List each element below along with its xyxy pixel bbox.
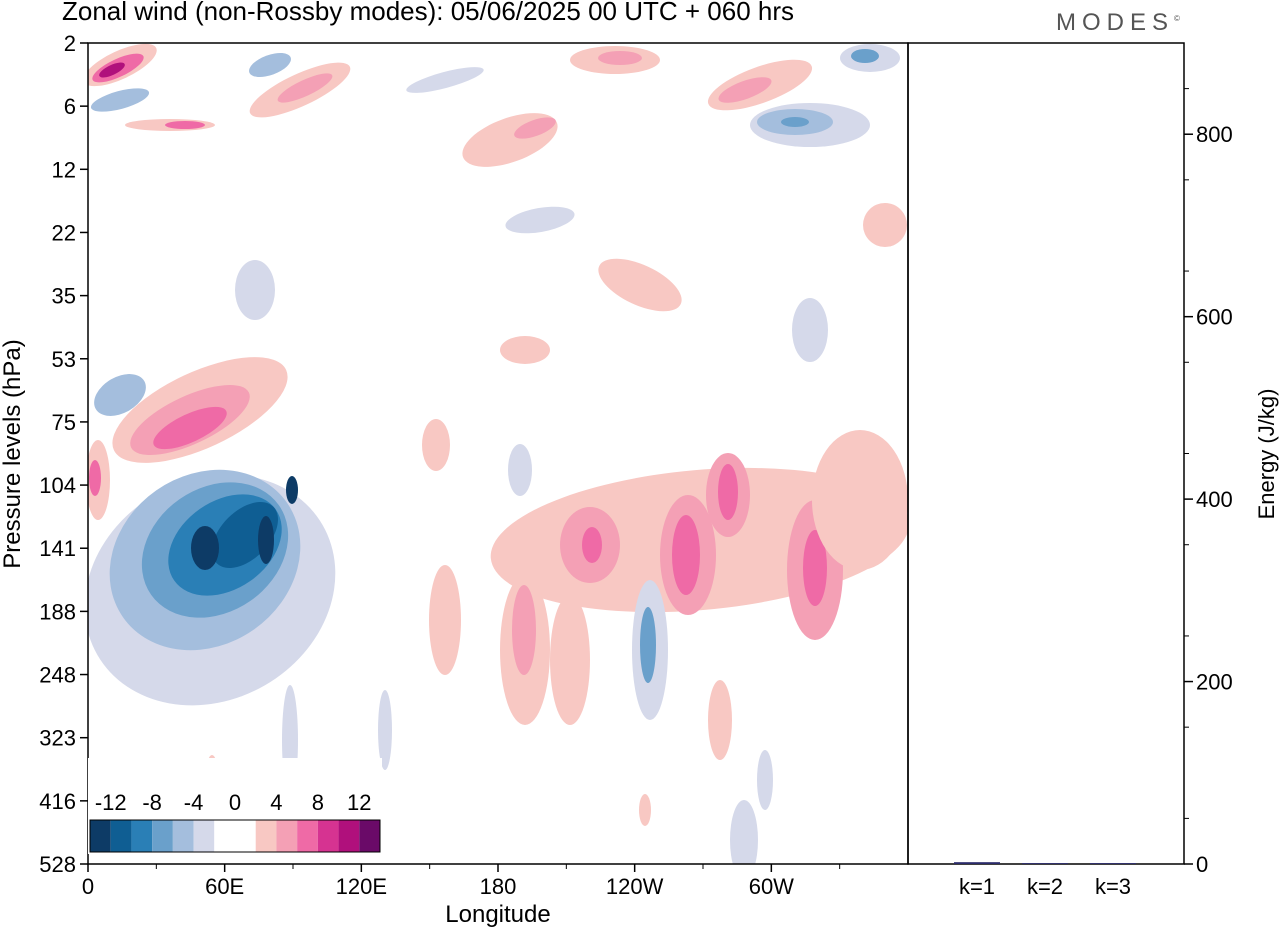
y-tick-label: 22 bbox=[52, 220, 76, 245]
energy-tick-label: 200 bbox=[1196, 670, 1233, 695]
energy-category-label: k=2 bbox=[1027, 874, 1063, 899]
heatmap-frame bbox=[87, 42, 909, 865]
colorbar-swatch bbox=[276, 820, 298, 852]
colorbar-swatch bbox=[297, 820, 318, 852]
brand-text: MODES bbox=[1056, 9, 1175, 36]
chart-title: Zonal wind (non-Rossby modes): 05/06/202… bbox=[62, 0, 794, 26]
y-tick-label: 53 bbox=[52, 347, 76, 372]
energy-category-label: k=1 bbox=[959, 874, 995, 899]
y-axis-label: Pressure levels (hPa) bbox=[0, 339, 26, 568]
x-tick-label: 0 bbox=[82, 874, 94, 899]
x-tick-label: 120E bbox=[336, 874, 387, 899]
energy-panel-frame bbox=[907, 42, 1185, 865]
colorbar-label: 4 bbox=[270, 790, 282, 815]
colorbar-label: 0 bbox=[229, 790, 241, 815]
colorbar-swatch bbox=[110, 820, 132, 852]
y-tick-label: 188 bbox=[39, 599, 76, 624]
colorbar-label: -12 bbox=[95, 790, 127, 815]
colorbar-swatch bbox=[235, 820, 256, 852]
colorbar-label: 12 bbox=[347, 790, 371, 815]
heatmap-field bbox=[88, 43, 908, 864]
colorbar-label: 8 bbox=[312, 790, 324, 815]
colorbar-swatch bbox=[90, 820, 111, 852]
energy-bar bbox=[1090, 863, 1136, 864]
y-tick-label: 248 bbox=[39, 663, 76, 688]
x-tick-label: 60E bbox=[205, 874, 244, 899]
y-tick-label: 416 bbox=[39, 789, 76, 814]
y-tick-label: 104 bbox=[39, 473, 76, 498]
energy-axis-label: Energy (J/kg) bbox=[1254, 389, 1279, 520]
x-tick-label: 120W bbox=[606, 874, 664, 899]
y-tick-label: 35 bbox=[52, 284, 76, 309]
energy-bar bbox=[954, 862, 1000, 864]
energy-tick-label: 800 bbox=[1196, 122, 1233, 147]
brand-mark: © bbox=[1174, 14, 1180, 23]
x-tick-label: 180 bbox=[480, 874, 517, 899]
energy-bar bbox=[1022, 863, 1068, 864]
colorbar-label: -8 bbox=[142, 790, 162, 815]
y-tick-label: 12 bbox=[52, 157, 76, 182]
x-axis-label: Longitude bbox=[445, 901, 550, 928]
y-tick-label: 323 bbox=[39, 726, 76, 751]
colorbar-swatch bbox=[317, 820, 339, 852]
colorbar-swatch bbox=[255, 820, 277, 852]
energy-tick-label: 400 bbox=[1196, 487, 1233, 512]
colorbar-swatch bbox=[338, 820, 360, 852]
colorbar-border bbox=[89, 819, 381, 853]
y-tick-label: 2 bbox=[64, 31, 76, 56]
colorbar-swatch bbox=[359, 820, 380, 852]
colorbar-label: -4 bbox=[184, 790, 204, 815]
x-axis: 0 60E 120E 180 120W 60W bbox=[82, 864, 841, 899]
modes-logo: MODES© bbox=[1056, 9, 1180, 37]
energy-bars: k=1 k=2 k=3 bbox=[954, 862, 1136, 899]
y-tick-label: 141 bbox=[39, 536, 76, 561]
colorbar: -12 -8 -4 0 4 8 12 bbox=[88, 758, 382, 854]
y-tick-label: 528 bbox=[39, 852, 76, 877]
colorbar-swatch bbox=[214, 820, 235, 852]
energy-category-label: k=3 bbox=[1095, 874, 1131, 899]
energy-axis: 0 200 400 600 800 bbox=[1184, 88, 1233, 877]
y-tick-label: 6 bbox=[64, 94, 76, 119]
x-tick-label: 60W bbox=[749, 874, 794, 899]
colorbar-swatch bbox=[152, 820, 173, 852]
colorbar-swatch bbox=[193, 820, 215, 852]
y-axis: 2 6 12 22 35 53 75 104 141 188 248 323 416 528 bbox=[39, 31, 88, 877]
y-tick-label: 75 bbox=[52, 410, 76, 435]
energy-tick-label: 0 bbox=[1196, 852, 1208, 877]
colorbar-swatch bbox=[172, 820, 194, 852]
colorbar-swatch bbox=[131, 820, 153, 852]
energy-tick-label: 600 bbox=[1196, 305, 1233, 330]
